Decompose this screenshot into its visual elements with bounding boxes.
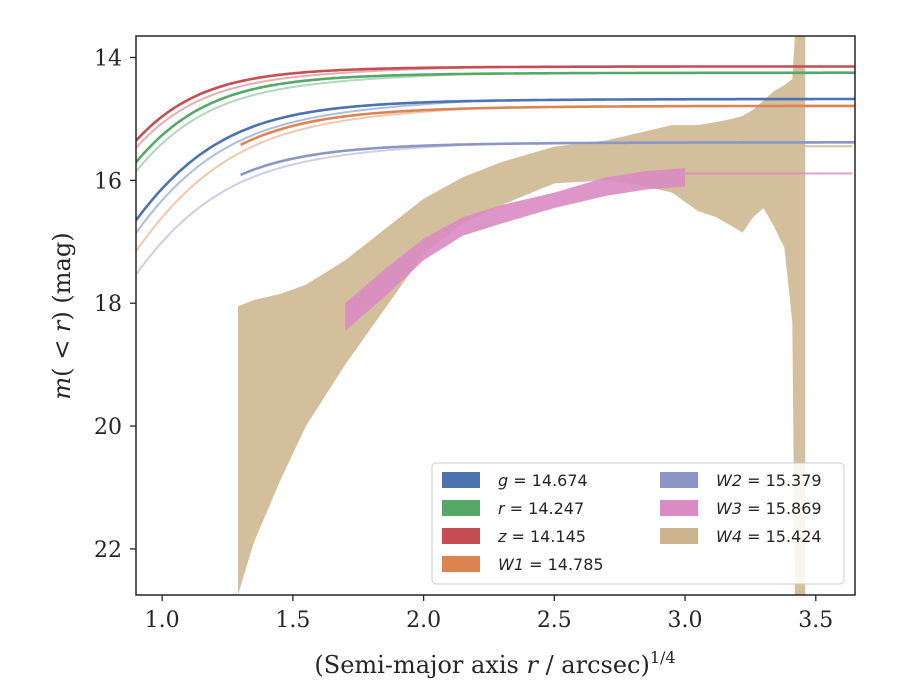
legend-swatch-w2 — [660, 472, 698, 488]
y-tick-label: 18 — [94, 292, 122, 317]
x-tick-label: 1.5 — [275, 608, 310, 633]
plot-frame — [135, 35, 856, 596]
legend-swatch-r — [442, 500, 480, 516]
legend-swatch-z — [442, 528, 480, 544]
y-tick-label: 14 — [94, 47, 122, 72]
legend-swatch-g — [442, 472, 480, 488]
y-ticks: 14 16 18 20 22 — [94, 47, 136, 563]
x-axis-label: (Semi-major axis r / arcsec)1/4 — [314, 648, 675, 679]
x-tick-label: 2.0 — [406, 608, 441, 633]
legend-swatch-w3 — [660, 500, 698, 516]
legend-swatch-w1 — [442, 556, 480, 572]
profile-w1 — [240, 104, 855, 147]
x-tick-label: 3.0 — [668, 608, 703, 633]
legend: g = 14.674 r = 14.247 z = 14.145 W1 = 14.78… — [431, 462, 845, 585]
x-tick-label: 2.5 — [537, 608, 572, 633]
legend-box — [431, 462, 845, 585]
y-tick-label: 20 — [94, 415, 122, 440]
x-tick-label: 1.0 — [145, 608, 180, 633]
y-tick-label: 16 — [94, 169, 122, 194]
legend-entries: g = 14.674 r = 14.247 z = 14.145 W1 = 14.78… — [442, 471, 822, 574]
legend-label-z: z = 14.145 — [497, 527, 586, 546]
x-ticks: 1.0 1.5 2.0 2.5 3.0 3.5 — [145, 595, 833, 633]
profile-g — [136, 97, 855, 222]
legend-label-w2: W2 = 15.379 — [716, 471, 822, 490]
legend-swatch-w4 — [660, 528, 698, 544]
series-layer — [136, 36, 855, 595]
band-w3 — [345, 168, 686, 331]
legend-label-r: r = 14.247 — [498, 499, 584, 518]
legend-label-w3: W3 = 15.869 — [716, 499, 822, 518]
profile-w2 — [240, 141, 855, 177]
legend-label-w4: W4 = 15.424 — [716, 527, 822, 546]
profile-z — [136, 65, 855, 142]
y-tick-label: 22 — [94, 538, 122, 563]
y-axis-label: m( < r) (mag) — [48, 232, 76, 399]
legend-label-w1: W1 = 14.785 — [498, 555, 604, 574]
legend-label-g: g = 14.674 — [498, 471, 588, 490]
x-tick-label: 3.5 — [798, 608, 833, 633]
profile-r — [136, 71, 855, 164]
